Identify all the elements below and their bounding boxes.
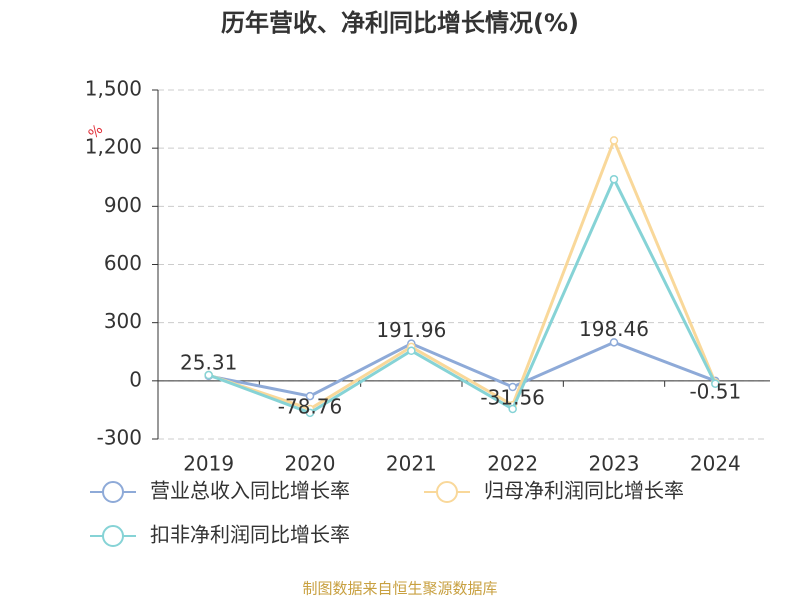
x-tick-label: 2023: [589, 452, 640, 476]
data-point: [305, 391, 315, 401]
legend-label[interactable]: 营业总收入同比增长率: [150, 479, 350, 503]
x-tick-label: 2021: [386, 452, 437, 476]
data-point: [407, 346, 416, 356]
legend-label[interactable]: 归母净利润同比增长率: [484, 479, 684, 503]
series-line: [208, 136, 717, 411]
y-tick-label: 600: [104, 251, 142, 275]
legend-marker[interactable]: [102, 481, 124, 503]
y-tick-label: 1,500: [85, 77, 142, 101]
data-point: [508, 404, 517, 414]
legend-marker[interactable]: [436, 481, 458, 503]
data-label: -0.51: [689, 379, 741, 403]
chart-title: 历年营收、净利同比增长情况(%): [221, 9, 579, 37]
data-point: [204, 370, 213, 380]
data-label: 25.31: [180, 350, 237, 374]
data-point: [609, 338, 619, 347]
x-tick-label: 2024: [690, 452, 741, 476]
y-tick-label: 900: [104, 193, 142, 217]
legend-label[interactable]: 扣非净利润同比增长率: [150, 523, 350, 547]
x-tick-label: 2022: [487, 452, 538, 476]
data-point: [609, 136, 619, 145]
data-label: -78.76: [278, 395, 342, 419]
y-tick-label: 0: [129, 367, 142, 391]
x-tick-label: 2019: [183, 452, 234, 476]
y-tick-label: 1,200: [85, 135, 142, 159]
legend-marker[interactable]: [102, 525, 124, 547]
data-point: [609, 174, 619, 184]
y-tick-label: 300: [104, 309, 142, 333]
series-line: [208, 340, 716, 398]
series-line: [208, 175, 717, 415]
x-tick-label: 2020: [285, 452, 336, 476]
data-point: [508, 382, 517, 392]
y-tick-label: -300: [97, 426, 142, 450]
data-point: [305, 408, 315, 418]
data-point: [711, 379, 720, 388]
data-label: 198.46: [579, 317, 649, 341]
data-label: -31.56: [480, 385, 544, 409]
data-label: 191.96: [376, 318, 446, 342]
source-note: 制图数据来自恒生聚源数据库: [302, 580, 497, 598]
